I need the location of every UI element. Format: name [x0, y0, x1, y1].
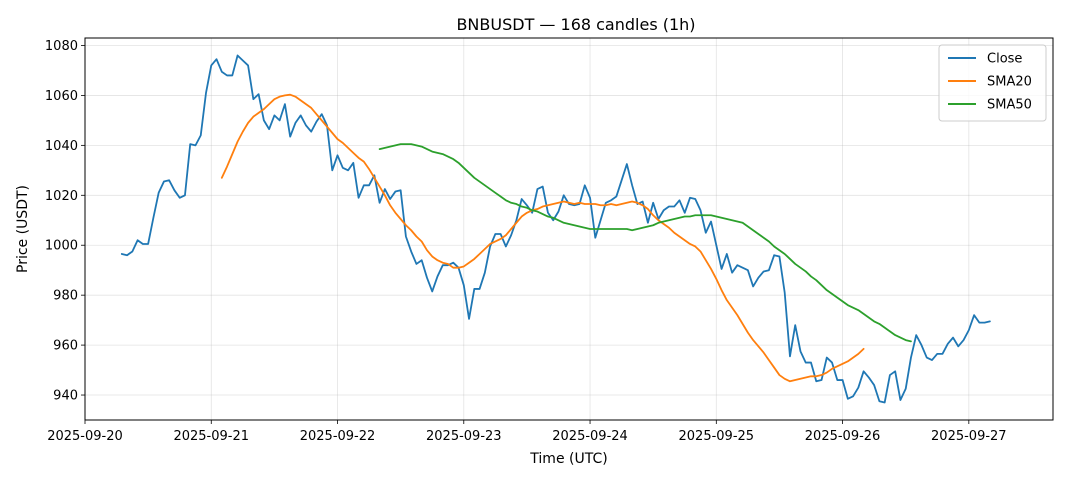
legend-label-sma50: SMA50: [987, 98, 1032, 113]
x-axis-label: Time (UTC): [529, 451, 607, 467]
y-tick-label: 1080: [45, 39, 78, 54]
chart-title: BNBUSDT — 168 candles (1h): [456, 15, 695, 34]
legend-label-close: Close: [987, 52, 1022, 67]
legend: Close SMA20 SMA50: [938, 44, 1047, 122]
y-tick-label: 1040: [45, 139, 78, 154]
y-tick-label: 1020: [45, 189, 78, 204]
x-tick-label: 2025-09-27: [931, 429, 1007, 444]
y-tick-label: 940: [53, 389, 78, 404]
y-tick-label: 960: [53, 339, 78, 354]
y-axis: 940 960 980 1000 1020 1040 1060 1080: [45, 39, 85, 404]
x-tick-label: 2025-09-22: [300, 429, 376, 444]
x-tick-label: 2025-09-25: [679, 429, 755, 444]
x-tick-label: 2025-09-26: [805, 429, 881, 444]
y-tick-label: 980: [53, 289, 78, 304]
y-axis-label: Price (USDT): [15, 185, 31, 273]
series-line-close: [120, 54, 991, 404]
x-axis: 2025-09-20 2025-09-21 2025-09-22 2025-09-23…: [47, 420, 1007, 444]
y-tick-label: 1060: [45, 89, 78, 104]
x-tick-label: 2025-09-24: [552, 429, 628, 444]
legend-label-sma20: SMA20: [987, 75, 1032, 90]
series-line-sma50: [378, 143, 912, 343]
series-lines: [120, 54, 991, 404]
x-tick-label: 2025-09-23: [426, 429, 502, 444]
x-tick-label: 2025-09-21: [173, 429, 249, 444]
grid: [84, 38, 1053, 420]
x-tick-label: 2025-09-20: [47, 429, 123, 444]
series-line-sma20: [220, 93, 865, 383]
y-tick-label: 1000: [45, 239, 78, 254]
plot-frame: [84, 37, 1054, 421]
legend-box: [938, 44, 1047, 122]
